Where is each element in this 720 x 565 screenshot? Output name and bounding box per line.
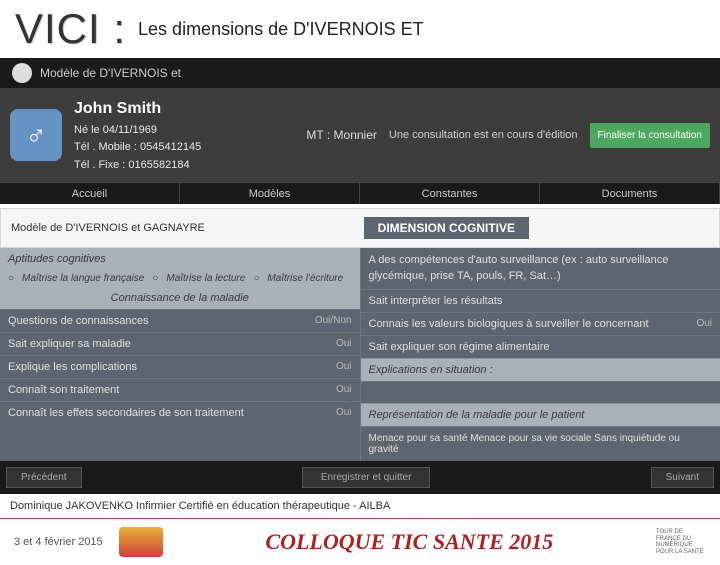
author-line: Dominique JAKOVENKO Infirmier Certifié e… xyxy=(0,494,720,519)
nav-buttons: Précédent Enregistrer et quitter Suivant xyxy=(0,461,720,494)
slide-subtitle: Les dimensions de D'IVERNOIS ET xyxy=(138,19,424,40)
left-column: Aptitudes cognitives ○ Maîtrise la langu… xyxy=(0,248,360,461)
row-explications-situation[interactable]: Explications en situation : xyxy=(361,358,720,381)
save-quit-button[interactable]: Enregistrer et quitter xyxy=(302,467,431,488)
content-grid: Aptitudes cognitives ○ Maîtrise la langu… xyxy=(0,248,720,461)
row-regime[interactable]: Sait expliquer son régime alimentaire xyxy=(361,335,720,358)
rep-header: Représentation de la maladie pour le pat… xyxy=(361,403,720,426)
patient-right: MT : Monnier Une consultation est en cou… xyxy=(306,123,710,148)
slide-footer: 3 et 4 février 2015 COLLOQUE TIC SANTE 2… xyxy=(0,519,720,565)
row-interpreter[interactable]: Sait interprêter les résultats xyxy=(361,289,720,312)
right-column: A des compétences d'auto surveillance (e… xyxy=(360,248,720,461)
patient-banner: ♂ John Smith Né le 04/11/1969 Tél . Mobi… xyxy=(0,88,720,182)
dimension-badge: DIMENSION COGNITIVE xyxy=(364,217,529,239)
lang-categories: ○ Maîtrise la langue française ○ Maîtris… xyxy=(0,270,360,287)
patient-fixe: Tél . Fixe : 0165582184 xyxy=(74,157,306,175)
row-auto-surveillance[interactable]: A des compétences d'auto surveillance (e… xyxy=(361,248,720,289)
tab-documents[interactable]: Documents xyxy=(540,183,720,204)
cat-ecriture[interactable]: Maîtrise l'écriture xyxy=(267,273,343,284)
model-label: Modèle de D'IVERNOIS et GAGNAYRE xyxy=(11,222,205,234)
main-tabs: Accueil Modèles Constantes Documents xyxy=(0,182,720,204)
patient-info: John Smith Né le 04/11/1969 Tél . Mobile… xyxy=(74,96,306,174)
tab-modeles[interactable]: Modèles xyxy=(180,183,360,204)
prev-button[interactable]: Précédent xyxy=(6,467,82,488)
row-expliquer-maladie[interactable]: Sait expliquer sa maladieOui xyxy=(0,332,360,355)
consult-status: Une consultation est en cours d'édition xyxy=(389,129,578,141)
formation-sante-logo xyxy=(119,527,163,557)
row-valeurs-bio[interactable]: Connais les valeurs biologiques à survei… xyxy=(361,312,720,335)
row-questions[interactable]: Questions de connaissancesOui/Non xyxy=(0,309,360,332)
finalize-button[interactable]: Finaliser la consultation xyxy=(590,123,711,148)
situation-input[interactable] xyxy=(361,381,720,403)
tour-de-france-logo: TOUR DE FRANCE DU NUMÉRIQUE POUR LA SANT… xyxy=(656,529,706,555)
colloque-title: COLLOQUE TIC SANTE 2015 xyxy=(179,529,640,555)
lh-aptitudes: Aptitudes cognitives xyxy=(0,248,360,270)
breadcrumb-text: Modèle de D'IVERNOIS et xyxy=(40,66,181,80)
row-traitement[interactable]: Connaît son traitementOui xyxy=(0,378,360,401)
next-button[interactable]: Suivant xyxy=(651,467,714,488)
patient-mobile: Tél . Mobile : 0545412145 xyxy=(74,139,306,157)
breadcrumb: Modèle de D'IVERNOIS et xyxy=(0,58,720,88)
mt-label: MT : Monnier xyxy=(306,128,376,142)
model-subbar: Modèle de D'IVERNOIS et GAGNAYRE DIMENSI… xyxy=(0,208,720,248)
tab-constantes[interactable]: Constantes xyxy=(360,183,540,204)
lh-connaissance: Connaissance de la maladie xyxy=(0,287,360,309)
tab-accueil[interactable]: Accueil xyxy=(0,183,180,204)
footer-date: 3 et 4 février 2015 xyxy=(14,536,103,548)
vici-title: VICI : xyxy=(15,5,126,53)
rep-options[interactable]: Menace pour sa santé Menace pour sa vie … xyxy=(361,426,720,461)
male-icon: ♂ xyxy=(10,109,62,161)
user-icon xyxy=(12,63,32,83)
patient-dob: Né le 04/11/1969 xyxy=(74,122,306,140)
row-effets-secondaires[interactable]: Connaît les effets secondaires de son tr… xyxy=(0,401,360,424)
cat-lecture[interactable]: Maîtrise la lecture xyxy=(166,273,245,284)
cat-francaise[interactable]: Maîtrise la langue française xyxy=(22,273,144,284)
patient-name: John Smith xyxy=(74,96,306,122)
row-complications[interactable]: Explique les complicationsOui xyxy=(0,355,360,378)
slide-header: VICI : Les dimensions de D'IVERNOIS ET xyxy=(0,0,720,58)
